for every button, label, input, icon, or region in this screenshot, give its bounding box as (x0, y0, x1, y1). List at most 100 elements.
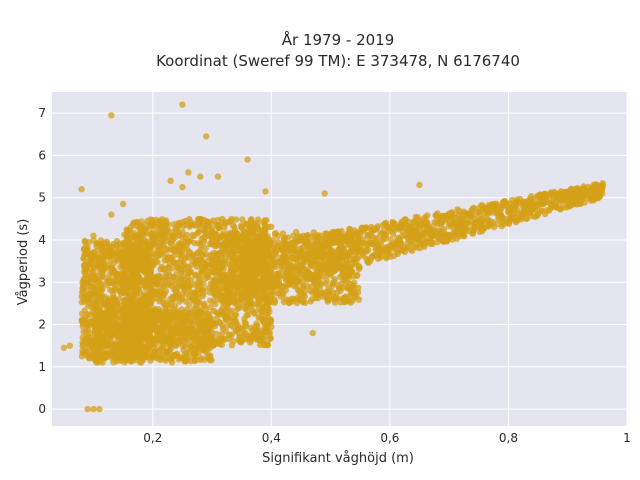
data-point (564, 190, 571, 197)
data-point (364, 258, 371, 266)
data-point (274, 290, 281, 297)
data-point (182, 234, 189, 241)
data-point (145, 298, 152, 306)
data-point (135, 256, 142, 264)
data-point (205, 310, 212, 318)
data-point (253, 246, 261, 253)
data-point (494, 220, 501, 228)
data-point (407, 245, 414, 253)
data-point (247, 275, 254, 282)
data-point (184, 277, 192, 285)
data-point (240, 245, 247, 253)
data-point (514, 217, 521, 224)
data-point (86, 355, 93, 362)
data-point (522, 208, 529, 215)
data-point (233, 239, 241, 246)
data-point (87, 253, 95, 260)
data-point (324, 296, 331, 303)
data-point (139, 310, 146, 317)
data-point (139, 261, 147, 268)
data-point (267, 317, 274, 324)
data-point (260, 335, 267, 343)
data-point (267, 270, 274, 277)
data-point (369, 252, 376, 260)
data-point (339, 267, 346, 274)
data-point (410, 219, 417, 226)
data-point (110, 341, 118, 348)
data-point (261, 258, 268, 265)
data-point (195, 228, 202, 236)
data-point (203, 338, 210, 345)
data-point (277, 283, 285, 290)
data-point (451, 218, 458, 225)
data-point (543, 197, 550, 204)
data-point (361, 224, 368, 232)
data-point (168, 332, 175, 340)
data-point (397, 220, 404, 228)
data-point (185, 283, 192, 290)
data-point (585, 183, 592, 191)
data-point (226, 270, 233, 277)
data-point (169, 233, 176, 240)
data-point (326, 290, 333, 298)
data-point (568, 201, 575, 209)
data-point (119, 200, 127, 208)
data-point (290, 239, 298, 246)
data-point (528, 193, 535, 200)
data-point (314, 241, 321, 248)
data-point (197, 287, 204, 294)
data-point (166, 341, 173, 349)
data-point (154, 316, 162, 323)
data-point (240, 231, 247, 239)
data-point (148, 293, 155, 300)
data-point (225, 235, 233, 242)
data-point (254, 336, 261, 343)
data-point (162, 357, 169, 364)
data-point (239, 274, 246, 281)
data-point (112, 312, 119, 320)
data-point (511, 201, 519, 208)
data-point (180, 321, 188, 328)
data-point (525, 198, 533, 206)
data-point (148, 324, 155, 331)
data-point (106, 311, 113, 318)
data-point (319, 293, 327, 300)
data-point (117, 325, 124, 332)
data-point (230, 324, 237, 331)
data-point (504, 208, 512, 216)
data-point (390, 227, 398, 234)
data-point (263, 297, 270, 304)
data-point (121, 321, 128, 328)
data-point (160, 300, 167, 307)
data-point (192, 260, 199, 267)
data-point (212, 291, 219, 298)
data-point (334, 229, 341, 237)
data-point (212, 243, 219, 250)
data-point (202, 244, 209, 252)
data-point (492, 206, 499, 213)
data-point (121, 356, 129, 364)
data-point (143, 238, 150, 246)
data-point (432, 212, 440, 219)
data-point (346, 264, 353, 271)
data-point (239, 294, 246, 301)
data-point (134, 324, 141, 331)
data-point (314, 272, 321, 280)
data-point (90, 343, 98, 351)
data-point (335, 256, 342, 263)
data-point (588, 194, 595, 202)
data-point (378, 238, 385, 245)
data-point (246, 286, 254, 293)
data-point (107, 336, 115, 343)
data-point (328, 233, 336, 240)
data-point (186, 223, 193, 230)
data-point (248, 222, 255, 229)
data-point (502, 199, 510, 206)
data-point (481, 206, 489, 213)
data-point (204, 273, 211, 280)
data-point (164, 264, 171, 271)
data-point (206, 352, 214, 359)
data-point (168, 356, 175, 363)
data-point (113, 249, 120, 257)
data-point (368, 227, 376, 235)
